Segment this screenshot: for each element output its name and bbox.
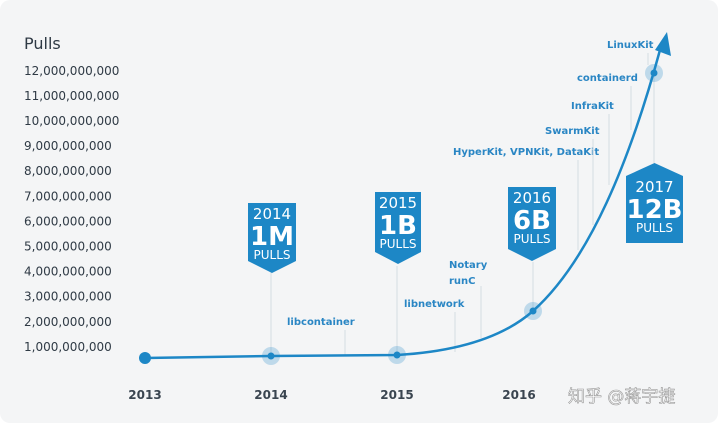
data-point bbox=[393, 351, 401, 359]
annotation-label: SwarmKit bbox=[545, 126, 600, 137]
milestone-unit: PULLS bbox=[379, 237, 416, 251]
milestone-value: 1B bbox=[379, 211, 417, 241]
x-tick-label: 2013 bbox=[128, 388, 161, 402]
y-tick-label: 11,000,000,000 bbox=[24, 89, 119, 103]
y-tick-label: 8,000,000,000 bbox=[24, 164, 112, 178]
y-tick-label: 7,000,000,000 bbox=[24, 189, 112, 203]
data-point bbox=[650, 69, 658, 77]
x-tick-label: 2015 bbox=[380, 388, 413, 402]
milestone-unit: PULLS bbox=[636, 221, 673, 235]
x-tick-label: 2016 bbox=[502, 388, 535, 402]
annotation-label: InfraKit bbox=[571, 101, 614, 112]
milestone-value: 1M bbox=[250, 222, 294, 252]
watermark: 知乎 @蒋宇捷 bbox=[568, 387, 675, 407]
milestone-unit: PULLS bbox=[253, 248, 290, 262]
milestone-year: 2014 bbox=[253, 205, 291, 223]
y-tick-label: 2,000,000,000 bbox=[24, 315, 112, 329]
annotation-label: runC bbox=[449, 276, 476, 287]
y-tick-label: 1,000,000,000 bbox=[24, 340, 112, 354]
annotation-label: LinuxKit bbox=[607, 40, 654, 51]
milestone-value: 6B bbox=[513, 206, 551, 236]
milestone-unit: PULLS bbox=[513, 232, 550, 246]
milestone-year: 2016 bbox=[513, 189, 551, 207]
data-point bbox=[139, 352, 151, 364]
milestone-year: 2017 bbox=[635, 178, 673, 196]
y-tick-label: 10,000,000,000 bbox=[24, 114, 119, 128]
annotation-label: libnetwork bbox=[404, 299, 465, 310]
y-axis-title: Pulls bbox=[24, 34, 61, 53]
milestone-year: 2015 bbox=[379, 194, 417, 212]
y-tick-label: 9,000,000,000 bbox=[24, 139, 112, 153]
y-tick-label: 5,000,000,000 bbox=[24, 240, 112, 254]
data-point bbox=[267, 352, 275, 360]
y-tick-label: 6,000,000,000 bbox=[24, 214, 112, 228]
y-tick-label: 4,000,000,000 bbox=[24, 265, 112, 279]
series-line bbox=[144, 49, 662, 360]
annotation-label: containerd bbox=[577, 73, 638, 84]
annotation-label: Notary bbox=[449, 260, 488, 271]
milestone-value: 12B bbox=[627, 195, 683, 225]
y-tick-label: 3,000,000,000 bbox=[24, 290, 112, 304]
arrow-head-icon bbox=[655, 32, 671, 56]
annotation-label: libcontainer bbox=[287, 317, 355, 328]
data-point bbox=[529, 307, 537, 315]
x-tick-label: 2014 bbox=[254, 388, 287, 402]
annotation-label: HyperKit, VPNKit, DataKit bbox=[453, 147, 599, 158]
y-tick-label: 12,000,000,000 bbox=[24, 64, 119, 78]
